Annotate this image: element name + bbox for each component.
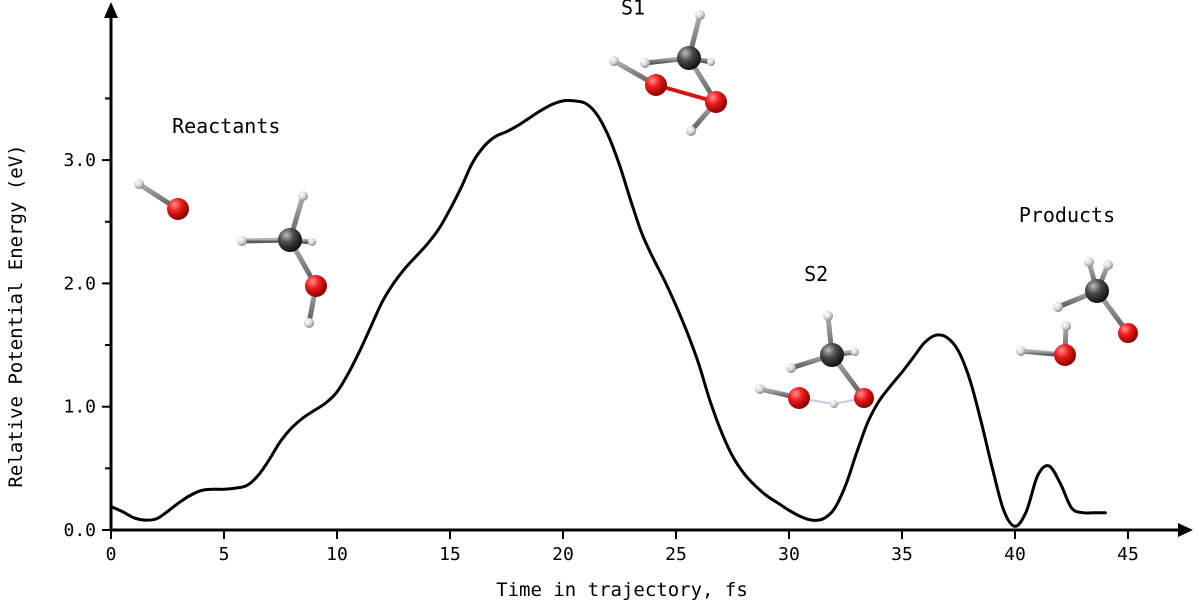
annotation-label: S2 <box>804 262 828 286</box>
annotation-label: S1 <box>621 0 645 20</box>
y-tick-label: 3.0 <box>63 150 96 171</box>
x-tick-label: 15 <box>439 544 461 565</box>
x-ticks: 0 5 10 15 20 25 30 35 40 45 <box>106 530 1139 565</box>
x-axis-arrow <box>1178 523 1193 537</box>
s2-structure-icon <box>755 311 874 409</box>
x-tick-label: 45 <box>1117 544 1139 565</box>
y-axis-arrow <box>104 2 118 18</box>
x-tick-label: 20 <box>552 544 574 565</box>
x-axis-label: Time in trajectory, fs <box>496 579 748 601</box>
formaldehyde-icon <box>1053 257 1138 343</box>
y-ticks: 0.0 1.0 2.0 3.0 <box>63 97 111 541</box>
water-icon <box>1016 321 1076 366</box>
annotations: Reactants S1 S2 Products <box>172 0 1115 286</box>
x-tick-label: 0 <box>106 544 117 565</box>
y-tick-label: 0.0 <box>63 520 96 541</box>
y-axis-label: Relative Potential Energy (eV) <box>5 144 27 487</box>
x-tick-label: 35 <box>891 544 913 565</box>
oh-radical-icon <box>134 179 189 220</box>
y-tick-label: 2.0 <box>63 273 96 294</box>
energy-series-line <box>109 99 1107 528</box>
x-tick-label: 40 <box>1004 544 1026 565</box>
annotation-label: Products <box>1019 203 1115 227</box>
x-tick-label: 5 <box>219 544 230 565</box>
s1-structure-icon <box>609 10 727 136</box>
x-tick-label: 25 <box>665 544 687 565</box>
annotation-label: Reactants <box>172 114 280 138</box>
x-tick-label: 10 <box>326 544 348 565</box>
y-tick-label: 1.0 <box>63 397 96 418</box>
methanol-icon <box>237 191 327 328</box>
axes <box>104 2 1193 537</box>
x-tick-label: 30 <box>778 544 800 565</box>
